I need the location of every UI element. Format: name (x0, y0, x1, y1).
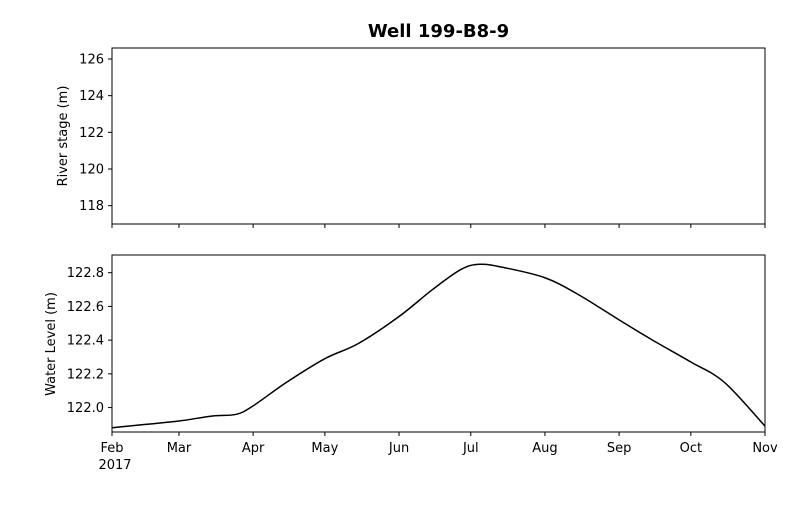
water-level-panel: 122.0 122.2 122.4 122.6 122.8 Feb Mar Apr May Ju… (44, 254, 778, 473)
water-level-x-tick-label: Apr (242, 441, 265, 456)
water-level-x-tick-label: Jun (388, 441, 409, 456)
water-level-x-tick-label: Jul (462, 441, 479, 456)
water-level-x-tick-label: Mar (167, 441, 192, 456)
x-axis-year-label: 2017 (98, 458, 131, 473)
river-stage-x-axis (111, 224, 766, 228)
water-level-y-axis: 122.0 122.2 122.4 122.6 122.8 (67, 266, 112, 416)
water-level-y-tick-label: 122.8 (67, 266, 104, 281)
river-stage-y-axis: 118 120 122 124 126 (79, 53, 112, 214)
river-stage-y-tick-label: 122 (79, 126, 104, 141)
water-level-series-line (111, 263, 766, 429)
river-stage-y-tick-label: 126 (79, 53, 104, 68)
water-level-x-tick-label: Nov (752, 441, 778, 456)
water-level-y-axis-label: Water Level (m) (44, 292, 59, 396)
water-level-x-axis: Feb Mar Apr May Jun Jul Aug Sep Oct Nov (100, 432, 778, 456)
river-stage-y-tick-label: 124 (79, 89, 104, 104)
water-level-x-tick-label: Aug (532, 441, 557, 456)
water-level-x-tick-label: Sep (607, 441, 632, 456)
river-stage-y-tick-label: 120 (79, 163, 104, 178)
water-level-x-tick-label: Feb (100, 441, 123, 456)
river-stage-plot-frame (111, 47, 766, 225)
chart-title: Well 199-B8-9 (367, 21, 510, 42)
water-level-y-tick-label: 122.2 (67, 367, 104, 382)
water-level-y-tick-label: 122.0 (67, 401, 104, 416)
river-stage-y-tick-label: 118 (79, 199, 104, 214)
water-level-x-tick-label: May (311, 441, 338, 456)
water-level-y-tick-label: 122.4 (67, 334, 104, 349)
water-level-x-tick-label: Oct (680, 441, 702, 456)
river-stage-panel: 118 120 122 124 126 River stage (m) (56, 47, 766, 228)
river-stage-y-axis-label: River stage (m) (56, 86, 71, 187)
water-level-y-tick-label: 122.6 (67, 300, 104, 315)
water-level-plot-frame (111, 254, 766, 433)
